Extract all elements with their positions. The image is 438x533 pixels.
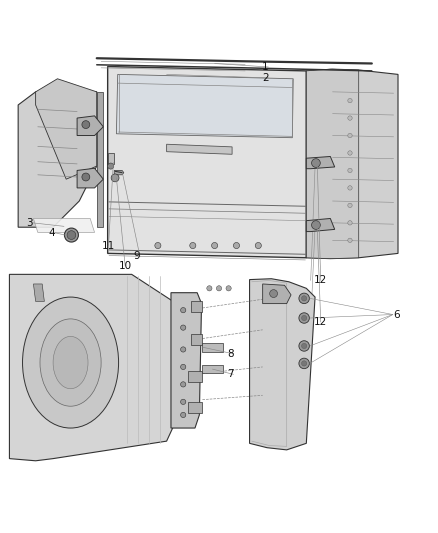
Circle shape (348, 99, 352, 103)
Text: 11: 11 (102, 240, 115, 251)
Circle shape (348, 116, 352, 120)
Polygon shape (33, 284, 44, 302)
Circle shape (180, 413, 186, 417)
Circle shape (255, 243, 261, 248)
Text: 4: 4 (49, 228, 55, 238)
Circle shape (348, 203, 352, 207)
Circle shape (348, 133, 352, 138)
Polygon shape (191, 302, 201, 312)
Polygon shape (188, 372, 201, 382)
Circle shape (348, 185, 352, 190)
Text: 1: 1 (262, 62, 268, 72)
Circle shape (67, 231, 76, 239)
Polygon shape (306, 69, 359, 259)
Polygon shape (201, 343, 223, 352)
Polygon shape (33, 219, 95, 232)
Circle shape (270, 289, 278, 297)
Circle shape (108, 163, 114, 169)
Polygon shape (191, 334, 201, 345)
Polygon shape (201, 365, 223, 374)
Text: 10: 10 (119, 261, 132, 271)
Ellipse shape (40, 319, 101, 406)
Circle shape (155, 243, 161, 248)
Circle shape (348, 238, 352, 243)
Polygon shape (35, 79, 97, 179)
Text: 6: 6 (394, 310, 400, 319)
Polygon shape (263, 284, 291, 304)
Polygon shape (306, 157, 335, 169)
Polygon shape (108, 67, 306, 258)
Circle shape (212, 243, 218, 248)
Ellipse shape (22, 297, 119, 428)
Circle shape (301, 316, 307, 321)
Polygon shape (306, 219, 335, 231)
Text: 3: 3 (26, 218, 33, 228)
Polygon shape (77, 116, 103, 135)
Circle shape (301, 343, 307, 349)
Text: 12: 12 (314, 276, 328, 286)
Circle shape (233, 243, 240, 248)
Circle shape (301, 361, 307, 366)
Text: 9: 9 (134, 252, 140, 262)
Polygon shape (108, 153, 114, 164)
Circle shape (82, 120, 90, 128)
Polygon shape (77, 168, 103, 188)
Circle shape (180, 399, 186, 405)
Polygon shape (188, 402, 201, 413)
Polygon shape (97, 92, 103, 227)
Polygon shape (114, 171, 124, 175)
Polygon shape (166, 144, 232, 154)
Polygon shape (10, 274, 180, 461)
Polygon shape (250, 279, 315, 450)
Circle shape (111, 174, 119, 182)
Polygon shape (117, 75, 293, 138)
Circle shape (180, 325, 186, 330)
Circle shape (348, 151, 352, 155)
Circle shape (311, 221, 320, 229)
Circle shape (299, 358, 309, 369)
Circle shape (207, 286, 212, 291)
Circle shape (299, 341, 309, 351)
Circle shape (180, 382, 186, 387)
Circle shape (299, 313, 309, 323)
Circle shape (226, 286, 231, 291)
Text: 7: 7 (227, 369, 233, 379)
Text: 8: 8 (227, 349, 233, 359)
Circle shape (180, 347, 186, 352)
Circle shape (348, 168, 352, 173)
Ellipse shape (53, 336, 88, 389)
Circle shape (180, 364, 186, 369)
Polygon shape (171, 293, 201, 428)
Circle shape (348, 221, 352, 225)
Text: 12: 12 (314, 317, 328, 327)
Circle shape (299, 293, 309, 304)
Circle shape (180, 308, 186, 313)
Circle shape (301, 296, 307, 301)
Text: 2: 2 (262, 73, 268, 83)
Polygon shape (18, 92, 97, 227)
Circle shape (216, 286, 222, 291)
Polygon shape (306, 69, 398, 259)
Circle shape (64, 228, 78, 242)
Circle shape (82, 173, 90, 181)
Circle shape (190, 243, 196, 248)
Circle shape (311, 159, 320, 167)
